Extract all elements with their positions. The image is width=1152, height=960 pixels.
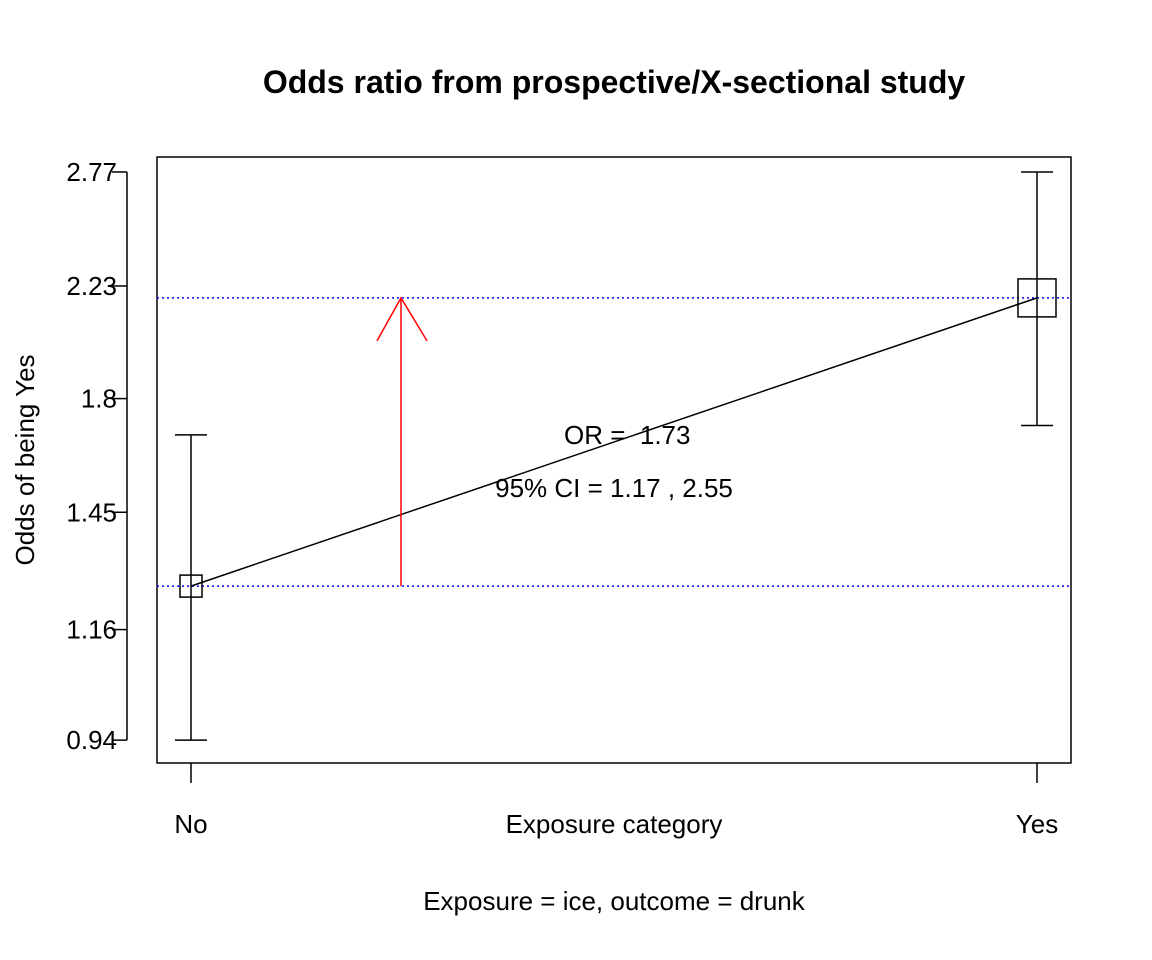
data-marks	[175, 171, 1057, 741]
odds-ratio-label: OR = 1.73	[564, 420, 690, 450]
chart-subtitle: Exposure = ice, outcome = drunk	[423, 886, 806, 916]
odds-connecting-line	[190, 297, 1038, 587]
y-tick-label: 2.23	[66, 271, 117, 301]
y-axis: 0.94 1.16 1.45 1.8 2.23 2.77	[66, 157, 128, 755]
x-axis-label: Exposure category	[506, 809, 723, 839]
x-tick-label: Yes	[1016, 809, 1058, 839]
x-axis: No Yes	[174, 763, 1058, 839]
odds-point-box	[179, 574, 203, 598]
y-tick-label: 1.16	[66, 615, 117, 645]
plot-area-border	[156, 156, 1072, 764]
y-tick-label: 0.94	[66, 725, 117, 755]
odds-ratio-arrow-head	[376, 296, 428, 342]
y-tick-label: 1.8	[81, 384, 117, 414]
reference-lines	[157, 297, 1071, 587]
x-tick-label: No	[174, 809, 207, 839]
y-axis-label: Odds of being Yes	[10, 354, 40, 565]
chart-title: Odds ratio from prospective/X-sectional …	[263, 64, 966, 100]
confidence-interval-label: 95% CI = 1.17 , 2.55	[495, 473, 733, 503]
y-tick-label: 1.45	[66, 497, 117, 527]
y-tick-label: 2.77	[66, 157, 117, 187]
odds-point-box	[1017, 278, 1057, 318]
